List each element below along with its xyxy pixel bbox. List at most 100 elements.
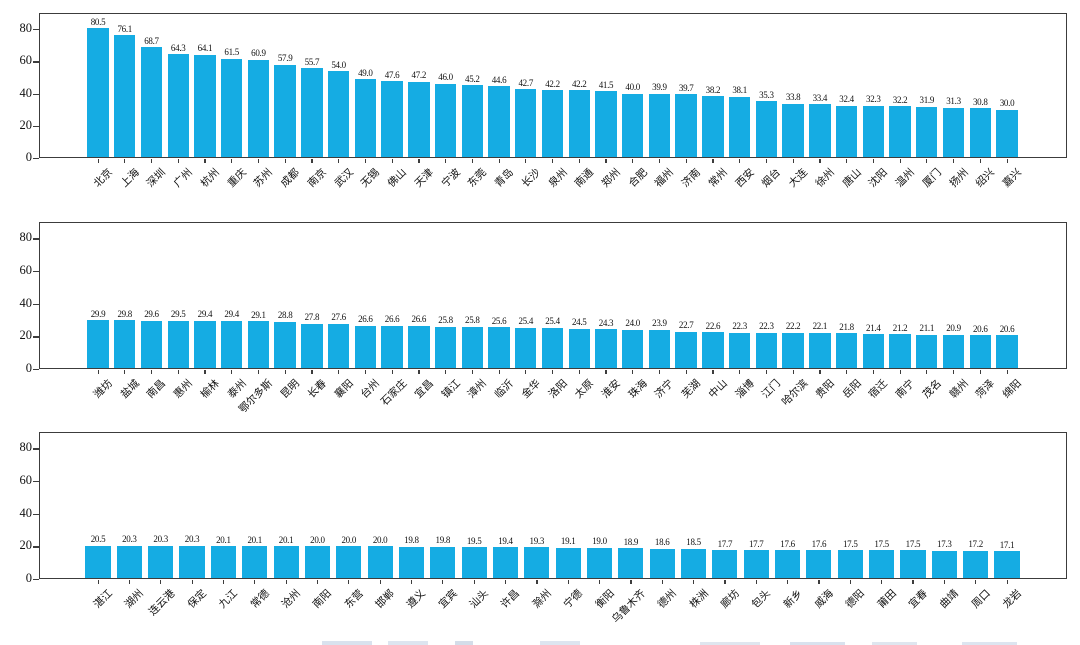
x-axis-city-label: 赣州	[947, 378, 971, 401]
bar-value-label: 39.7	[678, 82, 694, 93]
x-axis-tick-mark	[912, 579, 914, 584]
x-axis-city-label: 绍兴	[974, 167, 998, 190]
bar-value-label: 29.6	[144, 309, 159, 320]
x-axis-tick-mark	[498, 158, 500, 163]
y-axis-tick-label: 40	[19, 85, 33, 100]
x-axis-tick-mark	[204, 369, 206, 374]
bar-青岛	[488, 86, 510, 157]
x-axis-tick-mark	[899, 369, 901, 374]
bar-value-label: 29.4	[197, 309, 213, 320]
bar-周口	[963, 550, 989, 578]
bar-盐城	[114, 320, 136, 368]
x-axis-city-label: 金华	[520, 378, 543, 401]
x-axis-tick-mark	[1006, 158, 1008, 163]
bar-深圳	[140, 47, 163, 157]
x-axis-tick-mark	[658, 158, 661, 163]
bar-宜春	[900, 550, 926, 578]
x-axis-city-label: 东营	[343, 588, 366, 611]
x-axis-city-label: 西安	[733, 167, 757, 190]
bar-value-label: 21.4	[866, 322, 881, 333]
x-axis-tick-mark	[97, 579, 99, 584]
y-axis-tick-mark	[33, 93, 39, 95]
x-axis-city-label: 贵阳	[814, 378, 837, 401]
y-axis-tick-mark	[33, 546, 39, 548]
x-axis-tick-mark	[445, 158, 447, 163]
x-axis-city-label: 湖州	[123, 588, 147, 611]
bar-value-label: 18.5	[686, 537, 701, 548]
bar-value-label: 26.6	[384, 314, 400, 325]
x-axis-city-label: 常州	[707, 167, 730, 190]
bar-value-label: 60.9	[251, 48, 266, 59]
bar-德州	[649, 548, 675, 578]
x-axis-city-label: 太原	[573, 378, 597, 401]
y-axis-tick-mark	[33, 448, 39, 450]
x-axis-tick-mark	[685, 158, 687, 163]
x-axis-city-label: 九江	[217, 588, 241, 611]
bar-赣州	[942, 334, 965, 368]
bar-重庆	[220, 58, 243, 157]
x-axis-tick-mark	[567, 579, 569, 584]
x-axis-city-label: 上海	[119, 167, 142, 190]
x-axis-tick-mark	[504, 579, 507, 584]
bar-value-label: 20.3	[153, 534, 168, 545]
bar-value-label: 25.8	[465, 315, 480, 326]
bar-value-label: 54.0	[331, 59, 346, 70]
bar-保定	[179, 545, 205, 578]
y-axis-tick-label: 20	[19, 328, 33, 343]
bar-苏州	[247, 59, 270, 157]
cutoff-legend-fragment	[700, 642, 760, 645]
y-axis-tick-mark	[33, 513, 39, 515]
x-axis-tick-mark	[818, 579, 820, 584]
x-axis-tick-mark	[418, 369, 420, 374]
x-axis-tick-mark	[792, 158, 794, 163]
x-axis-city-label: 合肥	[626, 167, 650, 190]
x-axis-tick-mark	[899, 158, 901, 163]
x-axis-tick-mark	[338, 369, 340, 374]
bar-哈尔滨	[782, 332, 804, 368]
bar-value-label: 33.4	[812, 92, 828, 103]
y-axis-tick-label: 60	[19, 53, 33, 68]
x-axis-city-label: 保定	[186, 588, 209, 611]
x-axis-city-label: 扬州	[947, 167, 971, 190]
bar-value-label: 41.5	[598, 79, 614, 90]
x-axis-city-label: 惠州	[172, 378, 196, 401]
bar-杭州	[194, 54, 216, 157]
bar-厦门	[916, 106, 938, 157]
x-axis-tick-mark	[338, 158, 340, 163]
y-axis-tick-label: 20	[19, 538, 33, 553]
x-axis-city-label: 许昌	[499, 588, 523, 611]
x-axis-city-label: 包头	[750, 588, 774, 611]
bar-value-label: 19.3	[529, 535, 545, 546]
bar-湖州	[116, 545, 142, 578]
x-axis-city-label: 洛阳	[546, 378, 570, 401]
x-axis-city-label: 沈阳	[867, 167, 891, 190]
x-axis-city-label: 郑州	[600, 167, 623, 190]
x-axis-city-label: 宁波	[439, 167, 463, 190]
bar-value-label: 20.1	[216, 534, 231, 545]
x-axis-city-label: 茂名	[921, 378, 944, 401]
bar-常州	[702, 96, 724, 157]
bar-value-label: 35.3	[759, 89, 774, 100]
x-axis-tick-mark	[471, 369, 473, 374]
bar-石家庄	[381, 325, 403, 368]
x-axis-tick-mark	[1006, 579, 1008, 584]
x-axis-city-label: 苏州	[252, 167, 276, 190]
x-axis-city-label: 衡阳	[593, 588, 617, 611]
bar-太原	[568, 328, 590, 368]
x-axis-city-label: 石家庄	[378, 378, 409, 409]
bar-value-label: 38.1	[732, 85, 747, 96]
cutoff-legend-fragment	[540, 641, 580, 645]
x-axis-city-label: 泉州	[546, 167, 570, 190]
bar-value-label: 17.7	[717, 538, 733, 549]
cutoff-legend-fragment	[962, 642, 1017, 645]
x-axis-tick-mark	[410, 579, 413, 584]
bar-value-label: 47.6	[384, 69, 400, 80]
x-axis-city-label: 宿迁	[867, 378, 891, 401]
x-axis-tick-mark	[364, 158, 367, 163]
bar-value-label: 29.9	[90, 308, 106, 319]
x-axis-city-label: 济宁	[653, 378, 677, 401]
bar-南宁	[889, 334, 911, 368]
x-axis-tick-mark	[926, 369, 928, 374]
x-axis-city-label: 湛江	[92, 588, 115, 611]
x-axis-city-label: 广州	[172, 167, 196, 190]
